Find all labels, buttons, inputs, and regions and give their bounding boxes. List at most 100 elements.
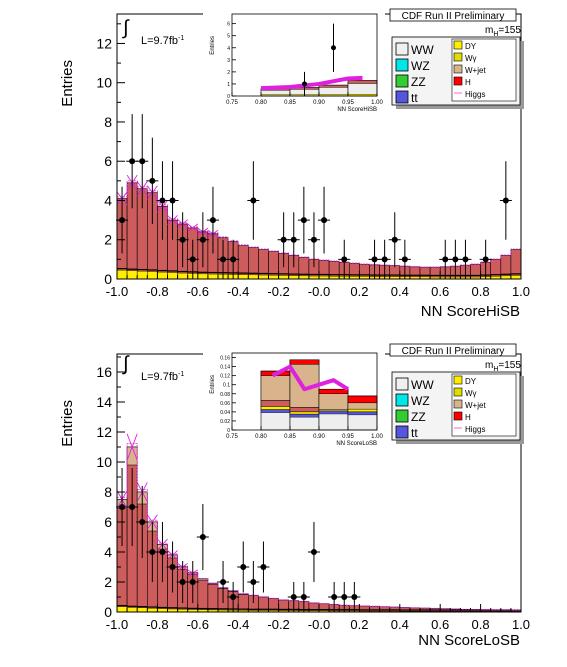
data-point [179,236,186,243]
y-tick-label: 10 [96,454,112,470]
legend-swatch [453,411,463,421]
data-point [129,504,136,510]
data-point [250,579,257,585]
data-point [129,158,136,165]
data-point [260,564,267,570]
data-point [139,158,146,165]
inset-y-axis-label: Entries [210,375,216,394]
lumi-integral-symbol: ∫ [122,17,130,39]
data-point [240,564,247,570]
inset-y-tick-label: 0 [227,94,230,100]
y-tick-label: 12 [96,35,112,51]
histogram-bar [197,578,209,613]
x-tick-label: 0.4 [391,617,409,632]
x-tick-label: 0.8 [472,284,490,299]
histogram-bar-dy [147,271,158,280]
legend-swatch [453,399,463,409]
inset-bar-red [347,80,378,84]
inset-y-tick-label: 0 [227,428,230,434]
histogram-bar [268,251,279,280]
inset-x-tick-label: 1.00 [371,434,383,440]
data-point [310,549,317,555]
legend-swatch [453,52,463,62]
y-tick-label: 0 [104,271,112,287]
histogram-bar-dy [248,274,259,280]
data-point [321,217,328,224]
histogram-bar [248,247,259,280]
legend-swatch [453,40,463,50]
data-point [149,177,156,184]
inset-frame [231,13,378,97]
y-tick-label: 8 [104,114,112,130]
y-tick-label: 10 [96,75,112,91]
inset-bar-blue [318,410,349,415]
inset-y-tick-label: 5 [227,34,230,40]
histogram-bar-wjet [207,583,219,585]
inset-bar-h [289,359,320,365]
x-axis-label: NN ScoreHiSB [421,303,520,320]
data-point [341,256,348,263]
x-tick-label: -0.8 [146,284,168,299]
experiment-label: CDF Run II Preliminary [402,11,505,22]
y-tick-label: 0 [104,604,112,620]
inset-x-tick-label: 1.00 [371,100,383,106]
x-tick-label: -0.4 [227,617,249,632]
inset-y-axis-label: Entries [210,36,216,55]
inset-y-tick-label: 0.16 [220,356,230,362]
x-tick-label: 0.4 [391,284,409,299]
inset-bar-yellow [289,411,320,415]
inset-x-tick-label: 0.75 [226,100,238,106]
inset-background [203,9,385,119]
histogram-bar [510,249,522,280]
histogram-bar-dy [207,273,219,280]
legend-label: tt [411,91,418,105]
inset-x-tick-label: 0.95 [342,434,354,440]
y-tick-label: 12 [96,424,112,440]
x-tick-label: 0.2 [350,617,368,632]
inset-y-tick-label: 2 [227,70,230,76]
inset-bar-yellow [318,409,349,412]
data-point [442,256,449,263]
legend-label: H [465,413,471,422]
legend-label: H [465,78,471,87]
x-tick-label: -0.0 [308,284,330,299]
legend-swatch [453,64,463,74]
legend-label: Higgs [465,425,485,434]
uncertainty-hatch [126,433,138,461]
data-point [139,519,146,525]
histogram-bar [278,599,290,613]
x-tick-label: -1.0 [106,284,128,299]
legend-right-box [451,38,517,102]
data-point [119,217,126,224]
x-tick-label: -0.6 [187,284,209,299]
data-point [199,534,206,540]
data-point [300,217,307,224]
histogram-bar-dy [136,270,148,280]
inset-x-tick-label: 0.90 [313,434,325,440]
x-tick-label: 0.6 [431,617,449,632]
chart-top: -1.0 -0.8 -0.6 -0.4 -0.2 -0.0 0.2 0.4 0.6 0.8 1.00… [59,8,530,320]
histogram-bar-dy [510,275,522,280]
legend-swatch [395,74,409,88]
inset-bar-wjet [289,359,320,408]
x-tick-label: 0.8 [472,617,490,632]
experiment-label-box [389,343,517,357]
legend-label: W+jet [465,66,486,75]
histogram-bar-wjet [237,593,249,595]
legend-swatch [395,425,409,439]
data-point [331,594,338,600]
inset-y-tick-label: 3 [227,58,230,64]
histogram-bar [470,263,481,280]
lumi-integral-symbol: ∫ [122,353,130,375]
legend-label: WZ [411,59,430,73]
y-tick-label: 2 [104,232,112,248]
inset-data-point [331,45,336,51]
data-point [179,579,186,585]
histogram-bar-dy [197,273,209,280]
histogram-bar-dy [126,607,138,613]
inset-y-tick-label: 0.08 [220,392,230,398]
legend-swatch [395,90,409,104]
data-point [169,197,176,204]
data-point [280,236,287,243]
legend-swatch [453,387,463,397]
